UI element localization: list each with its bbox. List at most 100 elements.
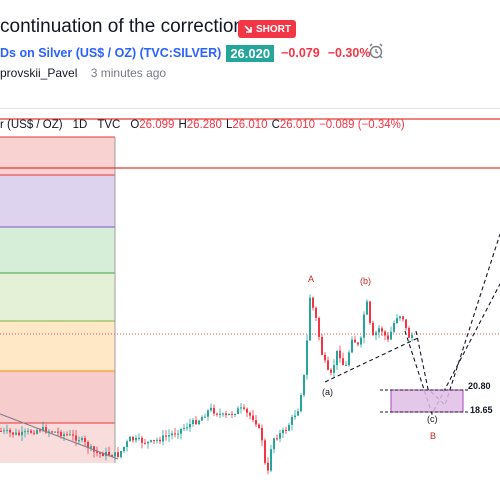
candle-body [276,438,278,440]
candle-body [24,431,26,433]
candle-body [333,365,335,373]
candle-body [93,446,95,452]
legend-low: 26.010 [232,119,268,131]
candle-body [396,318,398,323]
candle-body [27,430,29,432]
short-badge[interactable]: SHORT [238,20,296,38]
candle-body [180,428,182,434]
candle-body [108,451,110,456]
candle-body [207,410,209,417]
candle-body [243,407,245,409]
candle-body [345,365,347,367]
candle-body [204,416,206,418]
candle-body [33,432,35,434]
left-trendline [0,413,119,460]
candle-body [309,297,311,341]
symbol-link[interactable]: Ds on Silver (US$ / OZ) (TVC:SILVER) [0,46,222,60]
candle-body [171,433,173,436]
candle-body [366,301,368,315]
current-price: 26.020 [226,44,275,62]
candle-body [399,316,401,319]
candle-body [264,440,266,463]
alarm-clock-icon[interactable] [367,42,385,60]
legend-low-label: L [225,119,233,131]
candle-body [192,420,194,424]
candle-body [57,431,59,433]
fib-band-3 [0,227,115,273]
chart-legend: r (US$ / OZ) 1D TVC O 26.099 H 26.280 L 26.… [0,119,405,131]
candle-body [384,331,386,336]
candle-body [210,407,212,411]
candle-body [297,411,299,416]
projection-path-2 [404,283,500,416]
level-lower-label: 18.65 [470,405,493,415]
candle-body [162,435,164,442]
legend-high-label: H [178,119,187,131]
candle-body [342,358,344,366]
candle-body [45,427,47,433]
candle-body [15,432,17,435]
price-chart: 20.80 18.65 A (b) (a) (c) B [0,118,500,475]
candle-body [306,340,308,375]
candle-body [231,413,233,415]
level-upper-label: 20.80 [468,381,491,391]
candle-body [249,412,251,416]
candle-body [183,427,185,429]
candle-body [123,446,125,451]
candle-body [291,417,293,425]
chart-area[interactable]: 20.80 18.65 A (b) (a) (c) B r (US$ / OZ)… [0,108,500,500]
candle-body [144,442,146,444]
candle-body [303,374,305,396]
candle-body [75,435,77,441]
candle-body [81,438,83,441]
candle-body [378,328,380,333]
candle-body [117,452,119,457]
fib-band-1 [0,137,115,175]
candle-body [285,429,287,431]
author-row: provskii_Pavel 3 minutes ago [0,66,166,80]
candle-body [198,420,200,425]
candle-body [6,429,8,431]
candle-body [18,432,20,436]
candle-body [9,429,11,433]
candle-body [324,354,326,361]
legend-symbol[interactable]: r (US$ / OZ) [0,119,63,131]
candle-body [360,337,362,345]
candle-body [177,433,179,435]
candle-body [279,433,281,439]
candle-body [12,432,14,435]
candle-body [363,314,365,338]
author-name[interactable]: provskii_Pavel [0,66,78,80]
legend-close: 26.010 [279,119,316,131]
candle-body [186,427,188,429]
projection-path-1 [415,233,500,406]
fib-band-7 [0,423,115,463]
candle-body [336,350,338,366]
candle-body [78,440,80,442]
candle-body [102,453,104,457]
candle-body [390,331,392,340]
candle-body [147,441,149,444]
candle-body [42,427,44,431]
legend-source: TVC [97,119,121,131]
candle-body [267,462,269,471]
fib-band-4 [0,273,115,321]
candle-body [48,431,50,433]
candle-body [90,446,92,448]
candle-body [225,413,227,415]
candle-body [150,440,152,442]
wave-label-A: A [308,274,314,284]
candle-body [270,449,272,471]
wave-support-line [324,336,421,383]
candle-body [168,435,170,437]
candle-body [312,297,314,308]
candle-body [36,430,38,434]
candle-body [387,335,389,340]
candle-body [111,455,113,457]
candle-body [252,415,254,420]
legend-open-label: O [130,119,140,131]
candle-body [381,328,383,332]
wave-label-B: B [430,431,436,441]
fib-band-6 [0,371,115,423]
candle-body [39,430,41,432]
